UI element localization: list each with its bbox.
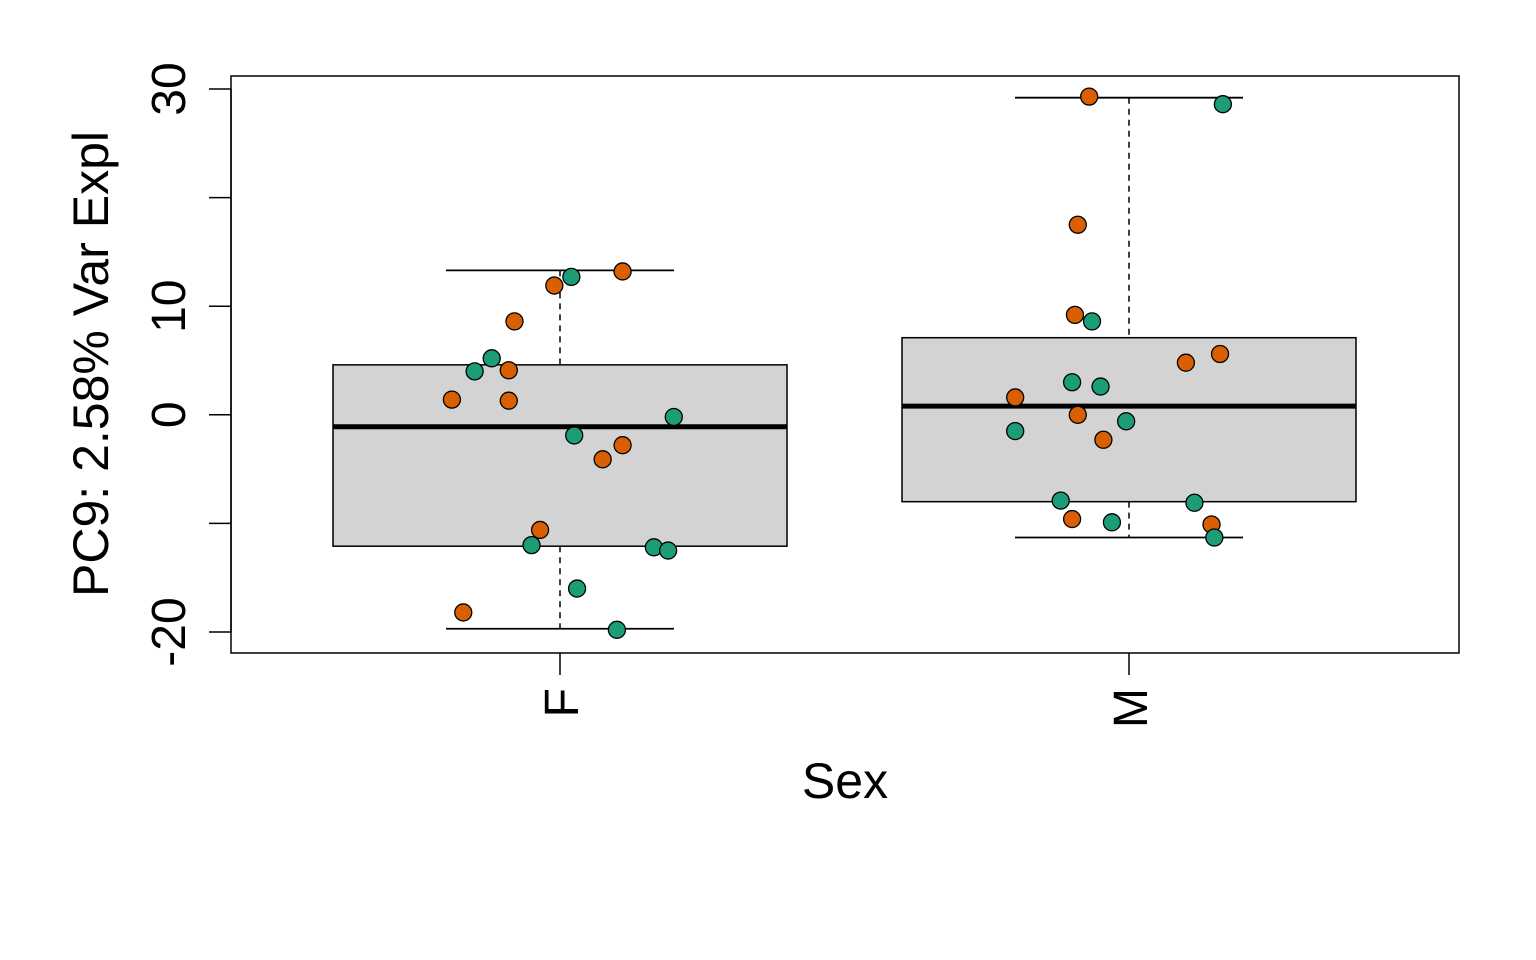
data-point-green <box>1213 95 1233 114</box>
data-point-orange <box>1006 388 1025 407</box>
data-point-green <box>1091 377 1110 396</box>
data-point-orange <box>1080 87 1099 106</box>
data-point-green <box>1185 493 1204 512</box>
data-point-orange <box>613 262 632 281</box>
y-tick-label: 10 <box>143 280 196 333</box>
data-point-green <box>465 362 484 381</box>
points-layer <box>442 87 1233 639</box>
data-point-green <box>1051 491 1070 510</box>
data-point-green <box>607 620 627 639</box>
data-point-orange <box>1062 509 1082 529</box>
data-point-orange <box>505 312 524 331</box>
data-point-green <box>562 267 581 287</box>
data-point-orange <box>1210 344 1230 364</box>
data-point-orange <box>1094 430 1113 449</box>
data-point-green <box>565 426 584 445</box>
data-point-green <box>567 579 587 598</box>
x-tick-label: F <box>536 688 589 717</box>
data-point-orange <box>499 361 518 380</box>
data-point-green <box>1102 513 1122 532</box>
y-tick-label: 30 <box>143 62 196 115</box>
y-axis-label: PC9: 2.58% Var Expl <box>63 131 119 597</box>
data-point-orange <box>613 436 632 455</box>
data-point-orange <box>1065 305 1085 325</box>
box-M <box>901 96 1357 539</box>
data-point-green <box>522 535 541 555</box>
box-F <box>332 269 788 630</box>
x-axis-label: Sex <box>802 753 888 809</box>
data-point-orange <box>1068 215 1087 234</box>
data-point-green <box>1205 528 1224 547</box>
data-point-orange <box>1068 405 1087 424</box>
data-point-orange <box>1176 353 1196 372</box>
data-point-orange <box>593 450 612 469</box>
data-point-orange <box>545 276 564 295</box>
data-point-orange <box>499 391 518 410</box>
y-axis: -20 0 10 30 <box>143 62 232 667</box>
iqr-box <box>332 364 788 547</box>
y-tick-label: 0 <box>143 401 196 428</box>
data-point-green <box>664 407 683 427</box>
data-point-orange <box>530 520 550 540</box>
data-point-orange <box>454 603 473 622</box>
data-point-green <box>1082 312 1102 331</box>
data-point-green <box>1117 412 1136 431</box>
x-tick-label: M <box>1105 688 1158 728</box>
data-point-green <box>1062 373 1082 392</box>
data-point-green <box>1006 421 1025 441</box>
data-point-orange <box>442 390 462 409</box>
data-point-green <box>482 349 501 368</box>
data-point-green <box>658 541 678 560</box>
y-tick-label: -20 <box>143 597 196 666</box>
